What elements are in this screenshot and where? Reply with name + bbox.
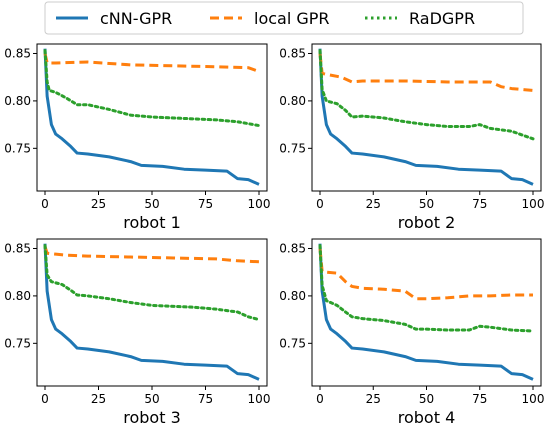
y-tick-label: 0.75: [279, 336, 306, 350]
y-tick-label: 0.85: [4, 241, 31, 255]
series-line: [43, 49, 261, 128]
series-line: [43, 244, 261, 322]
legend-label: RaDGPR: [409, 9, 475, 28]
series-line: [318, 53, 534, 92]
x-tick-label: 25: [91, 392, 106, 406]
x-tick-label: 75: [472, 392, 487, 406]
series-line: [318, 48, 534, 186]
x-tick-label: 0: [41, 197, 49, 211]
series-line: [318, 248, 533, 301]
series-line: [43, 48, 260, 186]
x-tick-label: 100: [248, 392, 271, 406]
panel-title: robot 4: [398, 408, 456, 424]
x-tick-label: 75: [198, 392, 213, 406]
x-tick-label: 0: [41, 392, 49, 406]
series-line: [43, 246, 260, 264]
y-tick-label: 0.80: [4, 289, 31, 303]
chart-panel: 0 25 50 75 100 0.75 0.80 0.85 robot 1: [4, 43, 271, 232]
y-tick-label: 0.75: [4, 336, 31, 350]
x-tick-label: 25: [91, 197, 106, 211]
chart-panel: 0 25 50 75 100 0.75 0.80 0.85 robot 4: [279, 238, 544, 424]
series-line: [318, 244, 535, 333]
legend-label: local GPR: [254, 9, 330, 28]
x-tick-label: 25: [366, 392, 381, 406]
x-tick-label: 75: [198, 197, 213, 211]
chart-panel: 0 25 50 75 100 0.75 0.80 0.85 robot 2: [279, 43, 544, 232]
legend-label: cNN-GPR: [100, 9, 172, 28]
x-tick-label: 50: [144, 197, 159, 211]
x-tick-label: 100: [522, 392, 544, 406]
y-tick-label: 0.80: [279, 94, 306, 108]
x-tick-label: 0: [316, 197, 324, 211]
x-tick-label: 25: [366, 197, 381, 211]
y-tick-label: 0.85: [279, 241, 306, 255]
series-line: [318, 243, 534, 381]
y-tick-label: 0.85: [279, 46, 306, 60]
series-line: [318, 49, 535, 141]
series-line: [43, 53, 260, 73]
legend: cNN-GPR local GPR RaDGPR: [44, 1, 524, 35]
panel-title: robot 3: [123, 408, 181, 424]
panel-title: robot 1: [123, 213, 181, 232]
x-tick-label: 50: [144, 392, 159, 406]
legend-frame: [44, 1, 524, 35]
y-tick-label: 0.75: [279, 141, 306, 155]
x-tick-label: 50: [419, 197, 434, 211]
x-tick-label: 100: [248, 197, 271, 211]
chart-panel: 0 25 50 75 100 0.75 0.80 0.85 robot 3: [4, 238, 271, 424]
y-tick-label: 0.80: [279, 289, 306, 303]
x-tick-label: 100: [522, 197, 544, 211]
panel-title: robot 2: [398, 213, 456, 232]
y-tick-label: 0.80: [4, 94, 31, 108]
series-line: [43, 243, 260, 381]
y-tick-label: 0.75: [4, 141, 31, 155]
x-tick-label: 50: [419, 392, 434, 406]
plot-frame: [311, 43, 542, 192]
x-tick-label: 75: [472, 197, 487, 211]
x-tick-label: 0: [316, 392, 324, 406]
y-tick-label: 0.85: [4, 46, 31, 60]
